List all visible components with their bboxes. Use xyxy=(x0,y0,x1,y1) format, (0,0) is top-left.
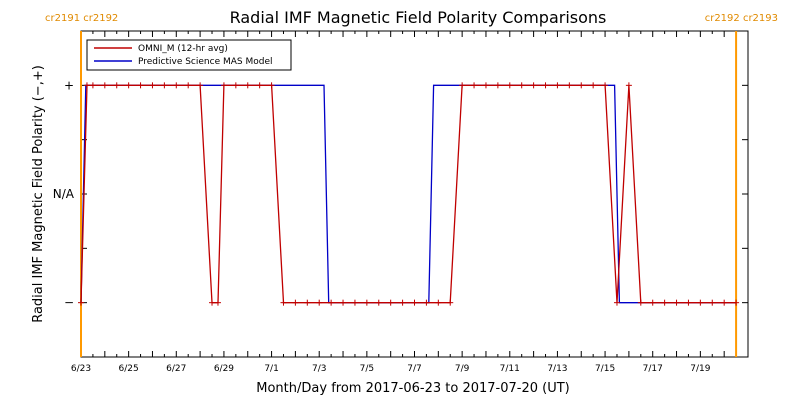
legend-box xyxy=(86,39,292,71)
data-point xyxy=(78,299,84,306)
data-point xyxy=(89,82,96,89)
series-line xyxy=(80,84,737,304)
carrington-label: cr2192 cr2193 xyxy=(705,13,778,24)
data-point xyxy=(363,299,370,306)
data-point xyxy=(411,299,418,306)
data-point xyxy=(232,82,239,89)
data-point xyxy=(125,82,132,89)
data-point xyxy=(518,82,525,89)
x-axis-ticks: 6/23 6/25 6/27 6/29 7/1 7/3 7/5 7/7 7/9 7/11 7/13 7… xyxy=(71,31,749,374)
x-tick-label: 7/17 xyxy=(643,364,663,374)
data-point xyxy=(673,299,680,306)
x-tick-label: 6/23 xyxy=(71,364,91,374)
plot-frame xyxy=(80,30,749,358)
data-point xyxy=(244,82,251,89)
data-point xyxy=(459,82,466,89)
series-line xyxy=(80,84,737,304)
data-point xyxy=(721,299,728,306)
data-point xyxy=(101,82,108,89)
x-tick-label: 7/1 xyxy=(264,364,278,374)
data-point xyxy=(316,299,323,306)
y-axis-ticks: + N/A − xyxy=(53,30,748,358)
carrington-label: cr2191 cr2192 xyxy=(45,13,118,24)
data-point xyxy=(137,82,144,89)
data-point xyxy=(590,82,597,89)
legend-label-omni: OMNI_M (12-hr avg) xyxy=(138,44,228,54)
carrington-rotation-labels: cr2191 cr2192 cr2192 cr2193 xyxy=(45,13,778,24)
data-point xyxy=(602,82,609,89)
y-tick-label: N/A xyxy=(53,187,75,201)
data-point xyxy=(554,82,561,89)
data-point xyxy=(256,82,263,89)
y-axis-label: Radial IMF Magnetic Field Polarity (−,+) xyxy=(31,65,46,323)
data-point xyxy=(566,82,573,89)
data-point xyxy=(542,82,549,89)
data-point xyxy=(220,82,227,89)
data-point xyxy=(494,82,501,89)
data-point xyxy=(625,82,632,89)
data-point xyxy=(637,299,644,306)
data-point xyxy=(280,299,287,306)
data-point xyxy=(83,82,90,89)
data-point xyxy=(613,299,620,306)
data-point xyxy=(149,82,156,89)
x-tick-label: 7/9 xyxy=(455,364,470,374)
data-point xyxy=(447,299,454,306)
x-axis-label: Month/Day from 2017-06-23 to 2017-07-20 … xyxy=(256,381,569,396)
data-point xyxy=(209,299,216,306)
data-point xyxy=(685,299,692,306)
data-point xyxy=(197,82,204,89)
x-tick-label: 6/25 xyxy=(119,364,139,374)
data-point xyxy=(578,82,585,89)
x-tick-label: 7/19 xyxy=(690,364,710,374)
data-point xyxy=(661,299,668,306)
x-tick-label: 7/13 xyxy=(547,364,567,374)
data-point xyxy=(304,299,311,306)
data-point xyxy=(351,299,358,306)
x-tick-label: 6/29 xyxy=(214,364,234,374)
chart-title: Radial IMF Magnetic Field Polarity Compa… xyxy=(230,8,607,27)
y-tick-label: + xyxy=(64,78,74,92)
data-point xyxy=(482,82,489,89)
data-point xyxy=(268,82,275,89)
data-point xyxy=(292,299,299,306)
x-tick-label: 6/27 xyxy=(166,364,186,374)
data-point xyxy=(173,82,180,89)
x-tick-label: 7/5 xyxy=(360,364,374,374)
data-point xyxy=(649,299,656,306)
data-point xyxy=(435,299,442,306)
x-tick-label: 7/7 xyxy=(407,364,421,374)
y-tick-label: − xyxy=(64,296,74,310)
data-point xyxy=(328,299,335,306)
data-point xyxy=(471,82,478,89)
data-point xyxy=(214,299,221,306)
data-point xyxy=(375,299,382,306)
data-point xyxy=(113,82,120,89)
data-point xyxy=(340,299,347,306)
carrington-rotation-lines xyxy=(80,31,738,357)
x-tick-label: 7/15 xyxy=(595,364,615,374)
data-point xyxy=(423,299,430,306)
x-tick-label: 7/3 xyxy=(312,364,326,374)
data-point xyxy=(506,82,513,89)
x-tick-label: 7/11 xyxy=(500,364,520,374)
legend-label-mas: Predictive Science MAS Model xyxy=(138,57,273,67)
series-layer xyxy=(78,82,740,306)
data-point xyxy=(530,82,537,89)
data-point xyxy=(399,299,406,306)
data-point xyxy=(161,82,168,89)
legend: OMNI_M (12-hr avg) Predictive Science MA… xyxy=(86,39,292,71)
data-point xyxy=(387,299,394,306)
data-point xyxy=(697,299,704,306)
data-point xyxy=(709,299,716,306)
data-point xyxy=(185,82,192,89)
data-point xyxy=(733,299,740,306)
